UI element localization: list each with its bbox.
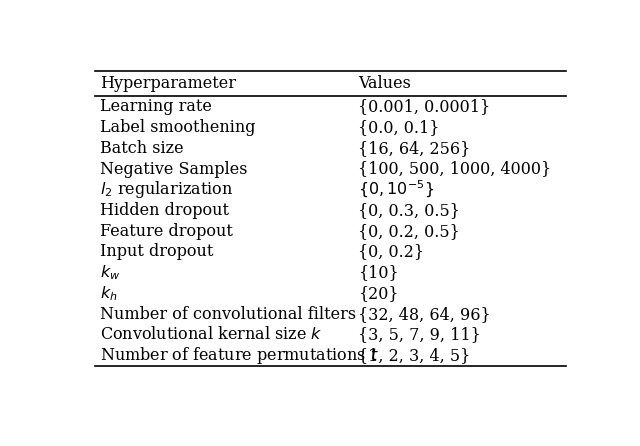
- Text: {0.001, 0.0001}: {0.001, 0.0001}: [358, 98, 490, 116]
- Text: Batch size: Batch size: [100, 140, 184, 157]
- Text: {16, 64, 256}: {16, 64, 256}: [358, 140, 470, 157]
- Text: Convolutional kernal size $k$: Convolutional kernal size $k$: [100, 326, 323, 343]
- Text: $l_2$ regularization: $l_2$ regularization: [100, 179, 233, 200]
- Text: Number of feature permutations $t$: Number of feature permutations $t$: [100, 345, 379, 366]
- Text: Learning rate: Learning rate: [100, 98, 212, 116]
- Text: {3, 5, 7, 9, 11}: {3, 5, 7, 9, 11}: [358, 326, 481, 343]
- Text: Number of convolutional filters: Number of convolutional filters: [100, 306, 356, 323]
- Text: {32, 48, 64, 96}: {32, 48, 64, 96}: [358, 306, 490, 323]
- Text: Negative Samples: Negative Samples: [100, 161, 247, 178]
- Text: {0, 0.2, 0.5}: {0, 0.2, 0.5}: [358, 223, 460, 240]
- Text: {0, 0.2}: {0, 0.2}: [358, 244, 424, 260]
- Text: {0.0, 0.1}: {0.0, 0.1}: [358, 119, 439, 136]
- Text: {100, 500, 1000, 4000}: {100, 500, 1000, 4000}: [358, 161, 551, 178]
- Text: Input dropout: Input dropout: [100, 244, 213, 260]
- Text: $k_w$: $k_w$: [100, 264, 120, 282]
- Text: Hyperparameter: Hyperparameter: [100, 75, 236, 92]
- Text: Values: Values: [358, 75, 411, 92]
- Text: {20}: {20}: [358, 285, 398, 302]
- Text: {1, 2, 3, 4, 5}: {1, 2, 3, 4, 5}: [358, 347, 470, 364]
- Text: {10}: {10}: [358, 264, 399, 281]
- Text: Hidden dropout: Hidden dropout: [100, 202, 229, 219]
- Text: $\{0, 10^{-5}\}$: $\{0, 10^{-5}\}$: [358, 179, 434, 200]
- Text: $k_h$: $k_h$: [100, 284, 117, 303]
- Text: {0, 0.3, 0.5}: {0, 0.3, 0.5}: [358, 202, 460, 219]
- Text: Feature dropout: Feature dropout: [100, 223, 233, 240]
- Text: Label smoothening: Label smoothening: [100, 119, 255, 136]
